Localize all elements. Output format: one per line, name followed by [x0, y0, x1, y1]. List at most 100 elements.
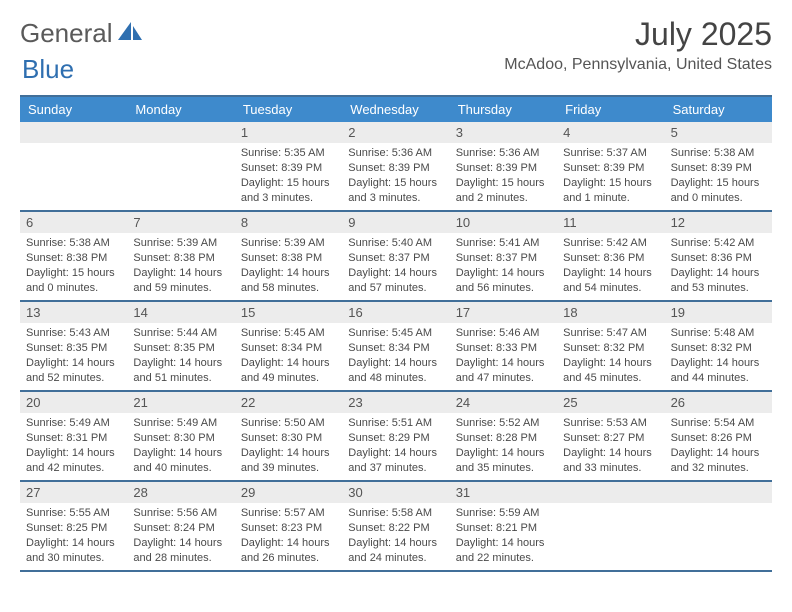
day-details: Sunrise: 5:58 AMSunset: 8:22 PMDaylight:…	[342, 503, 449, 569]
calendar-day	[665, 482, 772, 570]
day-number: 18	[557, 302, 664, 323]
day-detail-line: and 32 minutes.	[671, 461, 766, 476]
day-detail-line: Sunrise: 5:57 AM	[241, 506, 336, 521]
day-number: 15	[235, 302, 342, 323]
day-number: 31	[450, 482, 557, 503]
calendar-day: 14Sunrise: 5:44 AMSunset: 8:35 PMDayligh…	[127, 302, 234, 390]
day-number: 16	[342, 302, 449, 323]
calendar-day: 11Sunrise: 5:42 AMSunset: 8:36 PMDayligh…	[557, 212, 664, 300]
day-number: 30	[342, 482, 449, 503]
day-details: Sunrise: 5:49 AMSunset: 8:31 PMDaylight:…	[20, 413, 127, 479]
day-detail-line: Sunset: 8:34 PM	[348, 341, 443, 356]
day-detail-line: Sunrise: 5:42 AM	[671, 236, 766, 251]
calendar-weeks: 1Sunrise: 5:35 AMSunset: 8:39 PMDaylight…	[20, 122, 772, 572]
day-detail-line: Sunset: 8:39 PM	[456, 161, 551, 176]
day-details: Sunrise: 5:39 AMSunset: 8:38 PMDaylight:…	[127, 233, 234, 299]
day-detail-line: Daylight: 14 hours	[456, 266, 551, 281]
calendar-week: 13Sunrise: 5:43 AMSunset: 8:35 PMDayligh…	[20, 302, 772, 392]
day-detail-line: Daylight: 15 hours	[348, 176, 443, 191]
day-detail-line: Sunset: 8:31 PM	[26, 431, 121, 446]
day-detail-line: Sunset: 8:39 PM	[671, 161, 766, 176]
day-detail-line: Sunrise: 5:46 AM	[456, 326, 551, 341]
calendar-day: 24Sunrise: 5:52 AMSunset: 8:28 PMDayligh…	[450, 392, 557, 480]
day-detail-line: Daylight: 14 hours	[563, 266, 658, 281]
day-detail-line: Sunset: 8:32 PM	[671, 341, 766, 356]
day-details: Sunrise: 5:36 AMSunset: 8:39 PMDaylight:…	[342, 143, 449, 209]
day-detail-line: Sunrise: 5:54 AM	[671, 416, 766, 431]
day-detail-line: Sunrise: 5:58 AM	[348, 506, 443, 521]
day-number: 27	[20, 482, 127, 503]
day-detail-line: Sunrise: 5:35 AM	[241, 146, 336, 161]
day-details: Sunrise: 5:40 AMSunset: 8:37 PMDaylight:…	[342, 233, 449, 299]
day-detail-line: Daylight: 14 hours	[133, 356, 228, 371]
day-number: 3	[450, 122, 557, 143]
day-detail-line: Sunset: 8:37 PM	[348, 251, 443, 266]
calendar-day: 21Sunrise: 5:49 AMSunset: 8:30 PMDayligh…	[127, 392, 234, 480]
day-detail-line: and 59 minutes.	[133, 281, 228, 296]
day-detail-line: and 53 minutes.	[671, 281, 766, 296]
day-detail-line: and 45 minutes.	[563, 371, 658, 386]
day-detail-line: Sunset: 8:33 PM	[456, 341, 551, 356]
day-detail-line: Sunset: 8:32 PM	[563, 341, 658, 356]
day-detail-line: Daylight: 14 hours	[671, 446, 766, 461]
day-detail-line: Sunset: 8:35 PM	[133, 341, 228, 356]
day-details	[20, 143, 127, 150]
day-detail-line: Daylight: 14 hours	[671, 356, 766, 371]
brand-text-2: Blue	[22, 54, 74, 84]
calendar-day	[557, 482, 664, 570]
day-number: 6	[20, 212, 127, 233]
day-details: Sunrise: 5:46 AMSunset: 8:33 PMDaylight:…	[450, 323, 557, 389]
calendar-day: 8Sunrise: 5:39 AMSunset: 8:38 PMDaylight…	[235, 212, 342, 300]
day-detail-line: Sunrise: 5:53 AM	[563, 416, 658, 431]
day-detail-line: Daylight: 14 hours	[241, 536, 336, 551]
calendar-day: 2Sunrise: 5:36 AMSunset: 8:39 PMDaylight…	[342, 122, 449, 210]
day-detail-line: Daylight: 14 hours	[26, 446, 121, 461]
day-detail-line: Sunrise: 5:43 AM	[26, 326, 121, 341]
day-number: 21	[127, 392, 234, 413]
day-detail-line: Daylight: 15 hours	[563, 176, 658, 191]
calendar-day: 18Sunrise: 5:47 AMSunset: 8:32 PMDayligh…	[557, 302, 664, 390]
weekday-header: Saturday	[665, 97, 772, 122]
day-details: Sunrise: 5:42 AMSunset: 8:36 PMDaylight:…	[665, 233, 772, 299]
day-details: Sunrise: 5:56 AMSunset: 8:24 PMDaylight:…	[127, 503, 234, 569]
day-detail-line: and 26 minutes.	[241, 551, 336, 566]
calendar-week: 1Sunrise: 5:35 AMSunset: 8:39 PMDaylight…	[20, 122, 772, 212]
day-detail-line: and 44 minutes.	[671, 371, 766, 386]
day-number: 24	[450, 392, 557, 413]
day-number: 20	[20, 392, 127, 413]
day-detail-line: Sunrise: 5:36 AM	[348, 146, 443, 161]
calendar-day: 28Sunrise: 5:56 AMSunset: 8:24 PMDayligh…	[127, 482, 234, 570]
day-detail-line: and 51 minutes.	[133, 371, 228, 386]
calendar-week: 20Sunrise: 5:49 AMSunset: 8:31 PMDayligh…	[20, 392, 772, 482]
day-details: Sunrise: 5:36 AMSunset: 8:39 PMDaylight:…	[450, 143, 557, 209]
day-detail-line: Daylight: 14 hours	[26, 356, 121, 371]
day-details: Sunrise: 5:57 AMSunset: 8:23 PMDaylight:…	[235, 503, 342, 569]
day-detail-line: Daylight: 14 hours	[348, 266, 443, 281]
day-detail-line: Sunrise: 5:56 AM	[133, 506, 228, 521]
day-detail-line: Sunrise: 5:49 AM	[26, 416, 121, 431]
calendar-day: 15Sunrise: 5:45 AMSunset: 8:34 PMDayligh…	[235, 302, 342, 390]
day-detail-line: and 24 minutes.	[348, 551, 443, 566]
day-detail-line: Sunset: 8:26 PM	[671, 431, 766, 446]
day-number: 5	[665, 122, 772, 143]
day-number: 4	[557, 122, 664, 143]
day-details: Sunrise: 5:38 AMSunset: 8:39 PMDaylight:…	[665, 143, 772, 209]
day-detail-line: Daylight: 14 hours	[348, 446, 443, 461]
day-number: 29	[235, 482, 342, 503]
weekday-header: Tuesday	[235, 97, 342, 122]
weekday-header: Friday	[557, 97, 664, 122]
day-detail-line: Sunset: 8:38 PM	[241, 251, 336, 266]
day-detail-line: and 57 minutes.	[348, 281, 443, 296]
day-detail-line: and 33 minutes.	[563, 461, 658, 476]
brand-logo: General	[20, 18, 145, 49]
day-number	[20, 122, 127, 143]
calendar-day: 7Sunrise: 5:39 AMSunset: 8:38 PMDaylight…	[127, 212, 234, 300]
day-detail-line: and 37 minutes.	[348, 461, 443, 476]
day-detail-line: Daylight: 14 hours	[563, 356, 658, 371]
day-details: Sunrise: 5:45 AMSunset: 8:34 PMDaylight:…	[342, 323, 449, 389]
day-details: Sunrise: 5:49 AMSunset: 8:30 PMDaylight:…	[127, 413, 234, 479]
calendar-day: 6Sunrise: 5:38 AMSunset: 8:38 PMDaylight…	[20, 212, 127, 300]
day-details: Sunrise: 5:53 AMSunset: 8:27 PMDaylight:…	[557, 413, 664, 479]
calendar-day: 30Sunrise: 5:58 AMSunset: 8:22 PMDayligh…	[342, 482, 449, 570]
day-detail-line: Sunrise: 5:51 AM	[348, 416, 443, 431]
